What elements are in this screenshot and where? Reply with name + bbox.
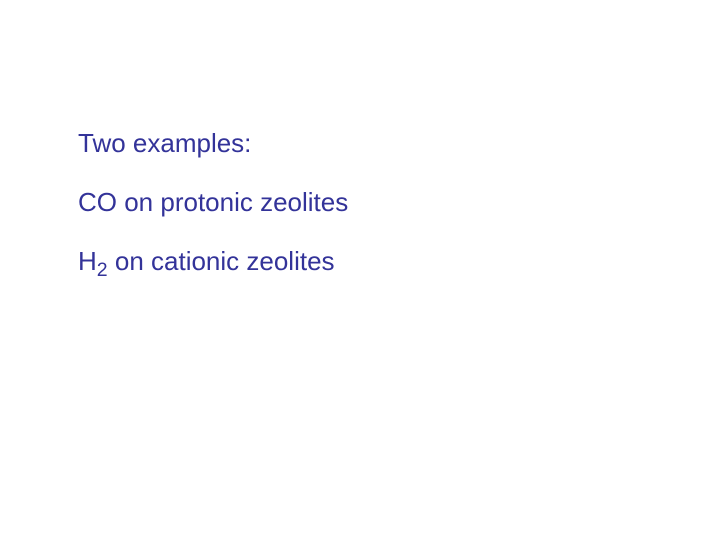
heading-line: Two examples: (78, 128, 348, 159)
text-line-1: Two examples: (78, 128, 251, 158)
text-line-2: CO on protonic zeolites (78, 187, 348, 217)
text-line-3-sub: 2 (97, 260, 108, 282)
slide-content: Two examples: CO on protonic zeolites H2… (78, 128, 348, 311)
text-line-3-post: on cationic zeolites (108, 246, 335, 276)
example-line-1: CO on protonic zeolites (78, 187, 348, 218)
text-line-3-pre: H (78, 246, 97, 276)
example-line-2: H2 on cationic zeolites (78, 246, 348, 283)
